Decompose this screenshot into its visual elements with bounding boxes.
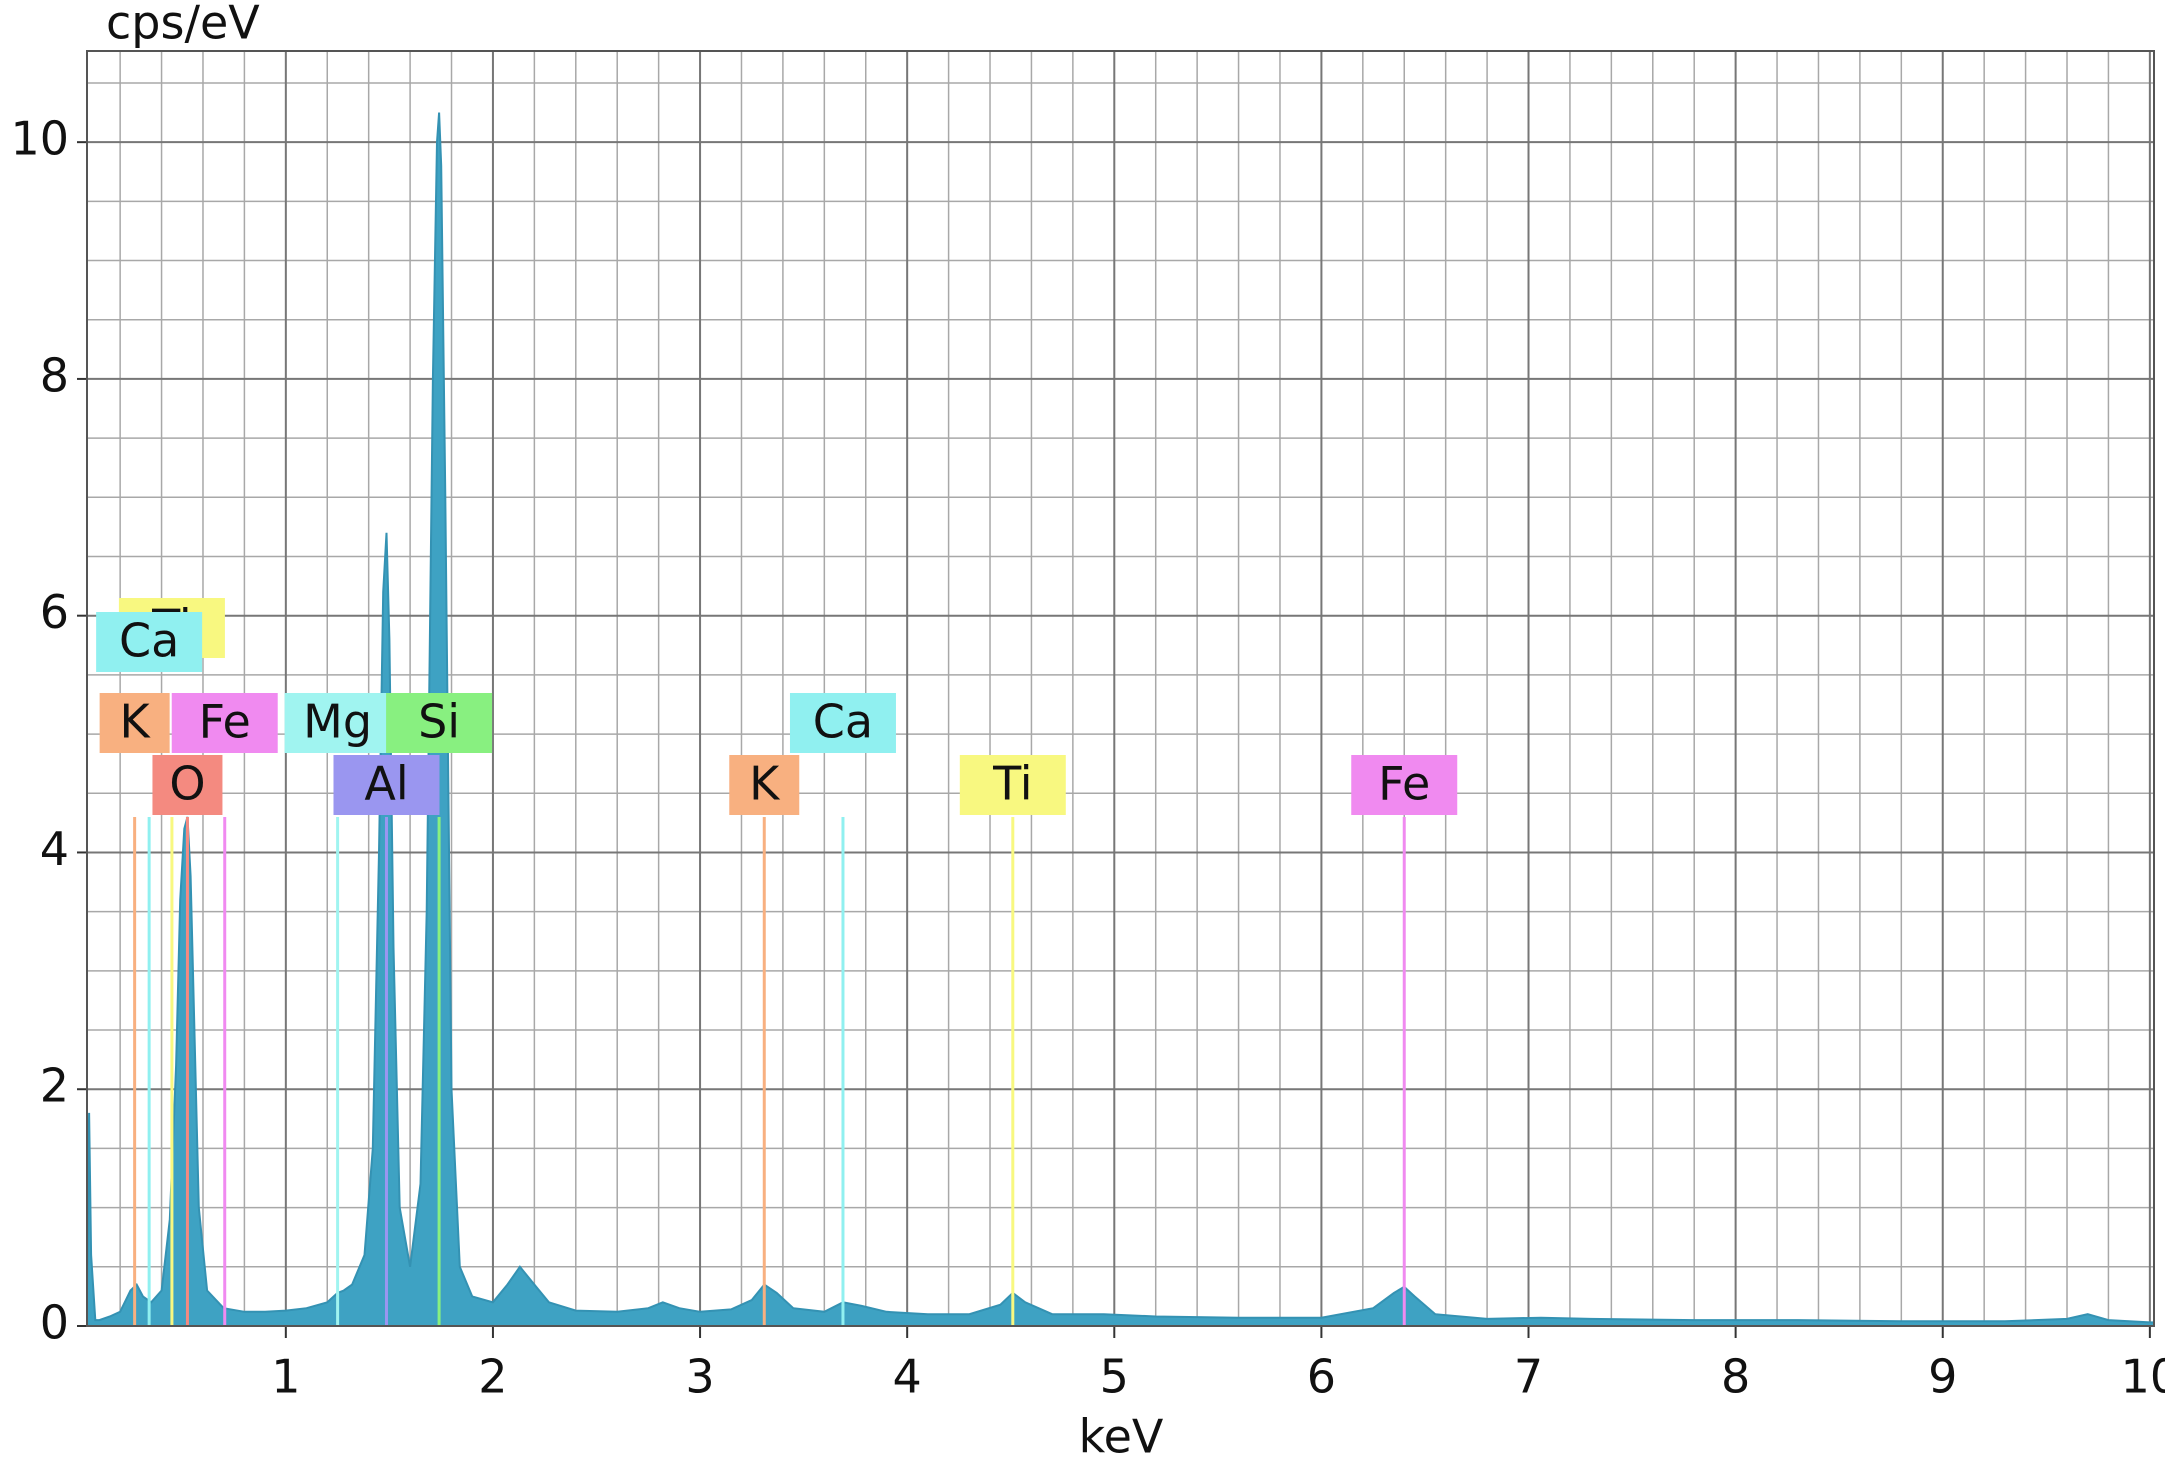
element-label-box	[171, 693, 278, 753]
element-label-text: Ca	[813, 695, 873, 749]
x-tick-label: 5	[1100, 1350, 1129, 1404]
element-label-text: Ca	[119, 614, 179, 668]
element-label-box	[386, 693, 493, 753]
element-label-box	[152, 755, 223, 815]
element-label-box	[284, 693, 391, 753]
element-label-text: Al	[364, 757, 408, 811]
element-label-box	[729, 755, 800, 815]
element-label-text: Fe	[199, 695, 251, 749]
x-tick-label: 4	[893, 1350, 922, 1404]
x-tick-label: 6	[1307, 1350, 1336, 1404]
element-label-box	[333, 755, 440, 815]
y-tick-label: 8	[40, 348, 69, 402]
element-label-box	[789, 693, 896, 753]
element-label-text: Fe	[1378, 757, 1430, 811]
element-label-box	[99, 693, 170, 753]
y-tick-label: 2	[40, 1059, 69, 1113]
y-axis-label: cps/eV	[106, 0, 260, 50]
element-label-box	[1351, 755, 1458, 815]
element-label-text: O	[169, 757, 205, 811]
element-label-text: Mg	[303, 695, 372, 749]
element-label-text: Si	[418, 695, 460, 749]
element-label: Ca	[789, 693, 896, 753]
y-tick-label: 6	[40, 585, 69, 639]
y-tick-label: 4	[40, 822, 69, 876]
x-axis-label: keV	[1079, 1410, 1164, 1464]
x-tick-label: 7	[1514, 1350, 1543, 1404]
element-label-box	[959, 755, 1066, 815]
element-label: Fe	[1351, 755, 1458, 815]
x-tick-label: 2	[478, 1350, 507, 1404]
element-label: Mg	[284, 693, 391, 753]
element-label-text: K	[749, 757, 781, 811]
element-label: O	[152, 755, 223, 815]
spectrum-area	[86, 112, 2155, 1327]
element-label: K	[99, 693, 170, 753]
element-label: Fe	[171, 693, 278, 753]
x-tick-label: 3	[685, 1350, 714, 1404]
x-tick-label: 9	[1928, 1350, 1957, 1404]
element-label-text: K	[120, 695, 152, 749]
element-label: K	[729, 755, 800, 815]
y-tick-label: 10	[10, 112, 69, 166]
element-label: Al	[333, 755, 440, 815]
x-tick-label: 10	[2121, 1350, 2165, 1404]
element-label-box	[96, 612, 203, 672]
element-label: Ca	[96, 612, 203, 672]
x-tick-label: 8	[1721, 1350, 1750, 1404]
element-label: Si	[386, 693, 493, 753]
element-label-text: Ti	[992, 757, 1032, 811]
y-tick-label: 0	[40, 1296, 69, 1350]
plot-frame	[86, 50, 2155, 1327]
x-tick-label: 1	[271, 1350, 300, 1404]
element-label: Ti	[959, 755, 1066, 815]
